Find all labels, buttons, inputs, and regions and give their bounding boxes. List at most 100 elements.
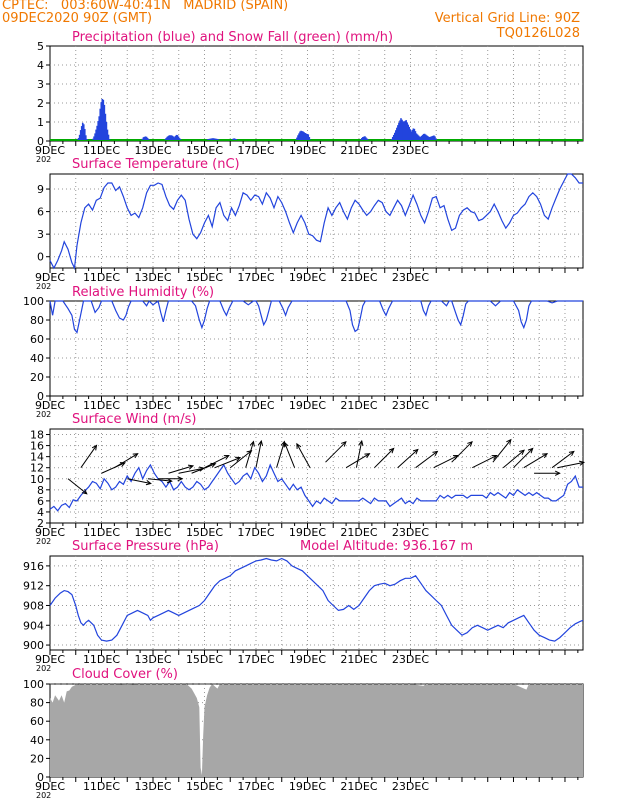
precip-bar (301, 131, 303, 140)
x-tick-label: 21DEC (340, 653, 377, 666)
y-tick-label: 1 (37, 116, 44, 129)
header-line2: 09DEC2020 90Z (GMT) (2, 11, 153, 26)
precip-bar (303, 132, 305, 140)
wind-arrow (513, 447, 534, 469)
precip-bar (360, 139, 362, 140)
precip-bar (296, 137, 298, 140)
x-tick-label: 21DEC (340, 780, 377, 793)
wind-arrow-shaft (168, 465, 194, 474)
x-tick-label: 11DEC (83, 144, 120, 157)
wind-arrow-shaft (433, 455, 459, 469)
x-tick-label: 17DEC (237, 526, 274, 539)
wind-arrow-head (554, 470, 561, 476)
panel-title-pressure: Surface Pressure (hPa) (72, 539, 219, 554)
y-tick-label: 0 (37, 251, 44, 264)
precip-bar (83, 128, 86, 140)
wind-arrow (114, 453, 139, 469)
x-tick-label: 19DEC (289, 144, 326, 157)
precip-bar (297, 135, 299, 140)
y-tick-label: 6 (37, 206, 44, 219)
precip-bar (164, 139, 166, 140)
precip-bar (299, 131, 301, 140)
y-tick-label: 912 (23, 580, 44, 593)
wind-arrow (325, 440, 347, 463)
x-year-prefix: 202 (36, 537, 51, 546)
x-tick-label: 11DEC (83, 780, 120, 793)
wind-arrow-shaft (229, 450, 252, 469)
precip-bar (141, 138, 144, 140)
precip-bar (212, 138, 215, 140)
x-year-prefix: 202 (36, 410, 51, 419)
wind-arrow-shaft (502, 449, 525, 469)
precip-bar (146, 137, 149, 140)
y-tick-label: 16 (30, 440, 44, 453)
precip-bar (145, 136, 148, 140)
y-tick-label: 916 (23, 560, 44, 573)
y-tick-label: 80 (30, 697, 44, 710)
wind-arrow (502, 449, 525, 469)
wind-arrow-head (578, 460, 586, 466)
wind-arrow (147, 478, 173, 484)
wind-arrow (523, 453, 549, 469)
precip-bar (80, 126, 83, 140)
x-tick-label: 17DEC (237, 653, 274, 666)
y-tick-label: 4 (37, 59, 44, 72)
panel-frame-pressure (49, 555, 584, 651)
x-tick-label: 23DEC (392, 271, 429, 284)
wind-arrow-shaft (178, 467, 204, 474)
x-year-prefix: 202 (36, 791, 51, 800)
precip-bar (421, 134, 424, 140)
precip-bar (95, 129, 97, 140)
precip-bar (425, 135, 428, 140)
wind-arrow-head (283, 441, 289, 448)
y-tick-label: 908 (23, 599, 44, 612)
model-altitude-label: Model Altitude: 936.167 m (300, 539, 473, 554)
x-year-prefix: 202 (36, 664, 51, 673)
precip-bar (170, 135, 173, 140)
wind-arrow-head (388, 447, 395, 454)
precip-bar (217, 139, 220, 140)
precip-bar (210, 138, 213, 140)
wind-arrow (214, 456, 242, 469)
precip-bar (415, 133, 418, 140)
precip-bar (213, 138, 216, 140)
wind-arrow (551, 450, 575, 469)
wind-arrow-shaft (296, 443, 311, 468)
precip-bar (206, 139, 209, 140)
x-tick-label: 11DEC (83, 526, 120, 539)
wind-arrow (451, 440, 473, 463)
wind-arrow-shaft (284, 442, 296, 468)
precip-bar (79, 130, 82, 140)
wind-arrow (534, 470, 561, 476)
precip-bar (411, 129, 414, 140)
y-tick-label: 8 (37, 484, 44, 497)
wind-arrow-head (519, 449, 525, 456)
precip-bar (175, 134, 178, 140)
x-tick-label: 13DEC (134, 399, 171, 412)
precip-bar (96, 125, 98, 140)
y-tick-label: 100 (23, 295, 44, 308)
y-tick-label: 4 (37, 506, 44, 519)
wind-arrow-shaft (397, 449, 419, 469)
wind-arrow-head (506, 438, 512, 445)
precip-bar (365, 137, 367, 140)
wind-arrow (80, 444, 98, 468)
precip-bar (211, 138, 214, 140)
series-line-wind (49, 463, 583, 512)
x-tick-label: 9DEC (35, 144, 65, 157)
precip-bar (97, 121, 99, 140)
precip-bar (361, 137, 363, 140)
wind-arrow-head (249, 440, 255, 447)
y-tick-label: 0 (37, 390, 44, 403)
wind-arrow-head (119, 462, 126, 467)
y-tick-label: 2 (37, 517, 44, 530)
wind-arrow-shaft (472, 455, 497, 469)
precip-bar (177, 136, 180, 140)
x-tick-label: 13DEC (134, 653, 171, 666)
wind-arrow-shaft (355, 440, 363, 468)
header-vgrid: Vertical Grid Line: 90Z (434, 11, 580, 26)
precip-bar (413, 128, 416, 140)
y-tick-label: 0 (37, 135, 44, 148)
wind-arrow-shaft (204, 455, 230, 469)
wind-arrow (397, 448, 419, 469)
